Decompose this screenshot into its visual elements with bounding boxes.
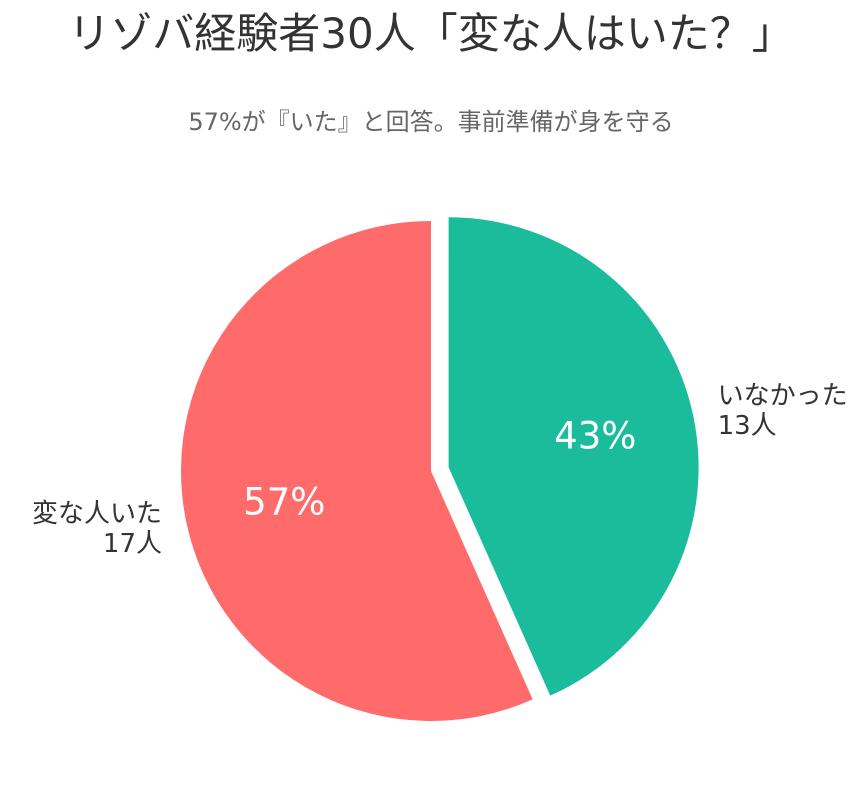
slice-count-label-2: 13人 <box>718 411 777 441</box>
slice-category-name-1: 変な人いた <box>32 499 162 529</box>
slice-percent-label-1: 57% <box>243 481 325 524</box>
slice-category-label-1: 変な人いた 17人 <box>32 499 162 559</box>
slice-percent-label-2: 43% <box>554 415 636 458</box>
slice-count-label-1: 17人 <box>103 529 162 559</box>
chart-subtitle: 57%が『いた』と回答。事前準備が身を守る <box>188 108 674 136</box>
slice-category-name-2: いなかった <box>718 381 848 411</box>
chart-title: リゾバ経験者30人「変な人はいた？」 <box>68 9 794 58</box>
slice-category-label-2: いなかった 13人 <box>718 381 848 441</box>
pie-slice-1 <box>181 221 533 721</box>
pie-slice-2 <box>448 217 699 696</box>
